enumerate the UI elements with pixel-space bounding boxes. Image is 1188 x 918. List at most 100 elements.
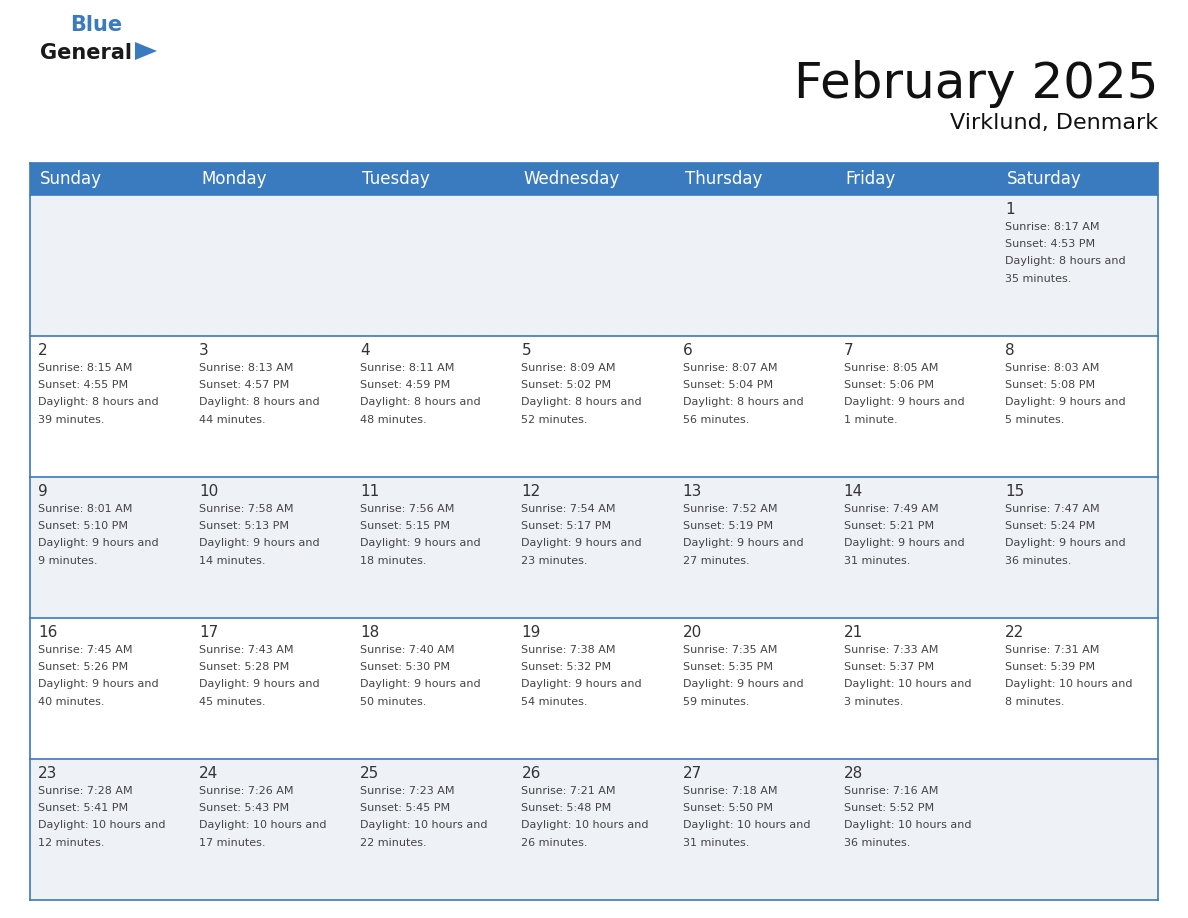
- Text: Sunrise: 8:05 AM: Sunrise: 8:05 AM: [843, 363, 939, 373]
- Text: Daylight: 9 hours and: Daylight: 9 hours and: [200, 539, 320, 548]
- Text: 21: 21: [843, 625, 862, 640]
- Bar: [30, 618, 191, 759]
- Bar: [191, 336, 353, 477]
- Text: 8: 8: [1005, 343, 1015, 358]
- Text: Sunset: 5:17 PM: Sunset: 5:17 PM: [522, 521, 612, 532]
- Text: 59 minutes.: 59 minutes.: [683, 697, 750, 707]
- Bar: [675, 618, 835, 759]
- Polygon shape: [135, 42, 157, 60]
- Text: Daylight: 8 hours and: Daylight: 8 hours and: [38, 397, 159, 408]
- Text: Sunset: 5:45 PM: Sunset: 5:45 PM: [360, 803, 450, 813]
- Text: Sunset: 5:28 PM: Sunset: 5:28 PM: [200, 662, 290, 672]
- Text: 26 minutes.: 26 minutes.: [522, 837, 588, 847]
- Bar: [30, 195, 191, 336]
- Text: Daylight: 9 hours and: Daylight: 9 hours and: [360, 679, 481, 689]
- Bar: [997, 759, 1158, 900]
- Text: Sunset: 4:53 PM: Sunset: 4:53 PM: [1005, 240, 1095, 249]
- Text: Sunrise: 7:40 AM: Sunrise: 7:40 AM: [360, 645, 455, 655]
- Bar: [191, 195, 353, 336]
- Text: Sunset: 4:55 PM: Sunset: 4:55 PM: [38, 380, 128, 390]
- Text: Sunrise: 7:33 AM: Sunrise: 7:33 AM: [843, 645, 939, 655]
- Text: 16: 16: [38, 625, 57, 640]
- Text: Sunset: 5:48 PM: Sunset: 5:48 PM: [522, 803, 612, 813]
- Text: Sunrise: 7:35 AM: Sunrise: 7:35 AM: [683, 645, 777, 655]
- Text: Sunrise: 7:43 AM: Sunrise: 7:43 AM: [200, 645, 293, 655]
- Text: Virklund, Denmark: Virklund, Denmark: [950, 113, 1158, 133]
- Text: Sunset: 5:15 PM: Sunset: 5:15 PM: [360, 521, 450, 532]
- Text: Sunset: 5:39 PM: Sunset: 5:39 PM: [1005, 662, 1095, 672]
- Text: 14 minutes.: 14 minutes.: [200, 555, 266, 565]
- Text: Sunrise: 8:01 AM: Sunrise: 8:01 AM: [38, 504, 132, 514]
- Text: Sunset: 5:06 PM: Sunset: 5:06 PM: [843, 380, 934, 390]
- Text: 52 minutes.: 52 minutes.: [522, 415, 588, 425]
- Text: Sunset: 5:10 PM: Sunset: 5:10 PM: [38, 521, 128, 532]
- Text: Daylight: 9 hours and: Daylight: 9 hours and: [683, 539, 803, 548]
- Text: Sunset: 5:24 PM: Sunset: 5:24 PM: [1005, 521, 1095, 532]
- Text: 48 minutes.: 48 minutes.: [360, 415, 426, 425]
- Text: 13: 13: [683, 484, 702, 499]
- Text: 23 minutes.: 23 minutes.: [522, 555, 588, 565]
- Bar: [835, 618, 997, 759]
- Text: 9 minutes.: 9 minutes.: [38, 555, 97, 565]
- Text: Sunrise: 7:16 AM: Sunrise: 7:16 AM: [843, 786, 939, 796]
- Text: 17: 17: [200, 625, 219, 640]
- Text: Daylight: 8 hours and: Daylight: 8 hours and: [1005, 256, 1125, 266]
- Text: Blue: Blue: [70, 15, 122, 35]
- Text: 40 minutes.: 40 minutes.: [38, 697, 105, 707]
- Text: Sunset: 4:59 PM: Sunset: 4:59 PM: [360, 380, 450, 390]
- Bar: [997, 195, 1158, 336]
- Bar: [191, 618, 353, 759]
- Text: 7: 7: [843, 343, 853, 358]
- Text: 45 minutes.: 45 minutes.: [200, 697, 266, 707]
- Text: 8 minutes.: 8 minutes.: [1005, 697, 1064, 707]
- Text: Daylight: 10 hours and: Daylight: 10 hours and: [683, 821, 810, 831]
- Text: Daylight: 9 hours and: Daylight: 9 hours and: [200, 679, 320, 689]
- Text: Daylight: 9 hours and: Daylight: 9 hours and: [38, 539, 159, 548]
- Text: Sunrise: 7:58 AM: Sunrise: 7:58 AM: [200, 504, 293, 514]
- Text: Daylight: 10 hours and: Daylight: 10 hours and: [38, 821, 165, 831]
- Text: Friday: Friday: [846, 170, 896, 188]
- Text: Sunday: Sunday: [40, 170, 102, 188]
- Text: Daylight: 9 hours and: Daylight: 9 hours and: [843, 539, 965, 548]
- Text: 9: 9: [38, 484, 48, 499]
- Text: 31 minutes.: 31 minutes.: [843, 555, 910, 565]
- Text: Sunrise: 8:17 AM: Sunrise: 8:17 AM: [1005, 222, 1099, 232]
- Text: 44 minutes.: 44 minutes.: [200, 415, 266, 425]
- Text: 5 minutes.: 5 minutes.: [1005, 415, 1064, 425]
- Text: 12 minutes.: 12 minutes.: [38, 837, 105, 847]
- Text: Daylight: 9 hours and: Daylight: 9 hours and: [522, 679, 642, 689]
- Text: Daylight: 9 hours and: Daylight: 9 hours and: [1005, 397, 1125, 408]
- Text: Sunrise: 8:07 AM: Sunrise: 8:07 AM: [683, 363, 777, 373]
- Text: 10: 10: [200, 484, 219, 499]
- Bar: [997, 618, 1158, 759]
- Text: General: General: [40, 43, 132, 63]
- Text: Saturday: Saturday: [1007, 170, 1081, 188]
- Text: 18: 18: [360, 625, 379, 640]
- Text: 2: 2: [38, 343, 48, 358]
- Text: 26: 26: [522, 766, 541, 781]
- Text: Daylight: 10 hours and: Daylight: 10 hours and: [1005, 679, 1132, 689]
- Text: 56 minutes.: 56 minutes.: [683, 415, 748, 425]
- Bar: [835, 336, 997, 477]
- Text: Daylight: 8 hours and: Daylight: 8 hours and: [200, 397, 320, 408]
- Bar: [835, 195, 997, 336]
- Text: Sunrise: 7:54 AM: Sunrise: 7:54 AM: [522, 504, 615, 514]
- Text: Daylight: 10 hours and: Daylight: 10 hours and: [200, 821, 327, 831]
- Text: Sunrise: 7:56 AM: Sunrise: 7:56 AM: [360, 504, 455, 514]
- Text: Sunrise: 8:11 AM: Sunrise: 8:11 AM: [360, 363, 455, 373]
- Bar: [191, 759, 353, 900]
- Bar: [353, 618, 513, 759]
- Bar: [675, 336, 835, 477]
- Bar: [675, 759, 835, 900]
- Text: 1: 1: [1005, 202, 1015, 217]
- Text: Sunset: 5:19 PM: Sunset: 5:19 PM: [683, 521, 772, 532]
- Text: Monday: Monday: [201, 170, 266, 188]
- Text: Sunrise: 8:13 AM: Sunrise: 8:13 AM: [200, 363, 293, 373]
- Text: 20: 20: [683, 625, 702, 640]
- Text: Daylight: 8 hours and: Daylight: 8 hours and: [683, 397, 803, 408]
- Text: Sunset: 5:30 PM: Sunset: 5:30 PM: [360, 662, 450, 672]
- Text: 1 minute.: 1 minute.: [843, 415, 897, 425]
- Text: 15: 15: [1005, 484, 1024, 499]
- Text: 25: 25: [360, 766, 379, 781]
- Text: Sunrise: 8:09 AM: Sunrise: 8:09 AM: [522, 363, 615, 373]
